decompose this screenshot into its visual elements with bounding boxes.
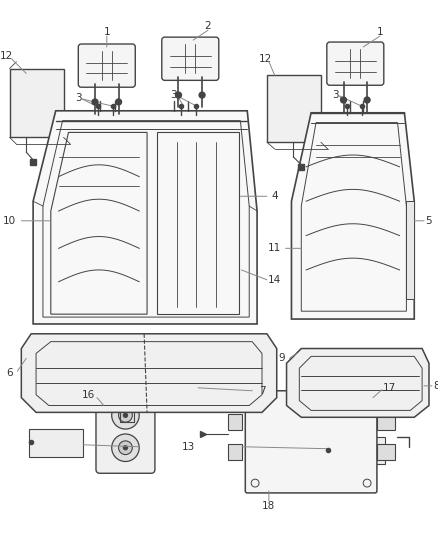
Text: 16: 16 [81, 390, 95, 400]
Circle shape [116, 99, 121, 105]
Circle shape [112, 401, 139, 429]
Text: 17: 17 [383, 383, 396, 393]
Polygon shape [406, 201, 414, 300]
Circle shape [92, 99, 98, 105]
Text: 11: 11 [268, 244, 281, 253]
Text: 9: 9 [278, 353, 285, 364]
Text: 1: 1 [377, 27, 383, 37]
Text: 8: 8 [434, 381, 438, 391]
Circle shape [124, 414, 127, 417]
Circle shape [124, 446, 127, 450]
FancyBboxPatch shape [377, 444, 395, 459]
FancyBboxPatch shape [96, 392, 155, 473]
FancyBboxPatch shape [377, 414, 395, 430]
Circle shape [364, 97, 370, 103]
Circle shape [341, 97, 346, 103]
Polygon shape [286, 349, 429, 417]
Text: 10: 10 [3, 216, 16, 226]
Circle shape [119, 408, 132, 422]
FancyBboxPatch shape [10, 69, 64, 138]
Polygon shape [33, 111, 257, 324]
Circle shape [119, 441, 132, 455]
Text: 18: 18 [262, 500, 276, 511]
Text: 4: 4 [272, 191, 278, 201]
Text: 2: 2 [205, 21, 211, 31]
Circle shape [199, 92, 205, 98]
Text: 6: 6 [6, 368, 13, 378]
Circle shape [112, 434, 139, 462]
Polygon shape [21, 334, 277, 413]
Text: 13: 13 [182, 442, 195, 452]
FancyBboxPatch shape [162, 37, 219, 80]
Text: 12: 12 [258, 54, 272, 64]
FancyBboxPatch shape [78, 44, 135, 87]
Text: 5: 5 [426, 216, 432, 226]
FancyBboxPatch shape [228, 414, 242, 430]
FancyBboxPatch shape [327, 42, 384, 85]
FancyBboxPatch shape [326, 437, 385, 464]
Text: 3: 3 [75, 93, 81, 103]
Text: 3: 3 [332, 90, 339, 100]
FancyBboxPatch shape [245, 391, 377, 493]
FancyBboxPatch shape [29, 429, 83, 457]
Text: 1: 1 [103, 27, 110, 37]
Text: 14: 14 [268, 274, 281, 285]
FancyBboxPatch shape [267, 76, 321, 142]
Text: 12: 12 [0, 51, 13, 61]
Polygon shape [291, 113, 414, 319]
Text: 7: 7 [259, 386, 265, 396]
Circle shape [176, 92, 181, 98]
Text: 3: 3 [170, 90, 177, 100]
FancyBboxPatch shape [228, 444, 242, 459]
